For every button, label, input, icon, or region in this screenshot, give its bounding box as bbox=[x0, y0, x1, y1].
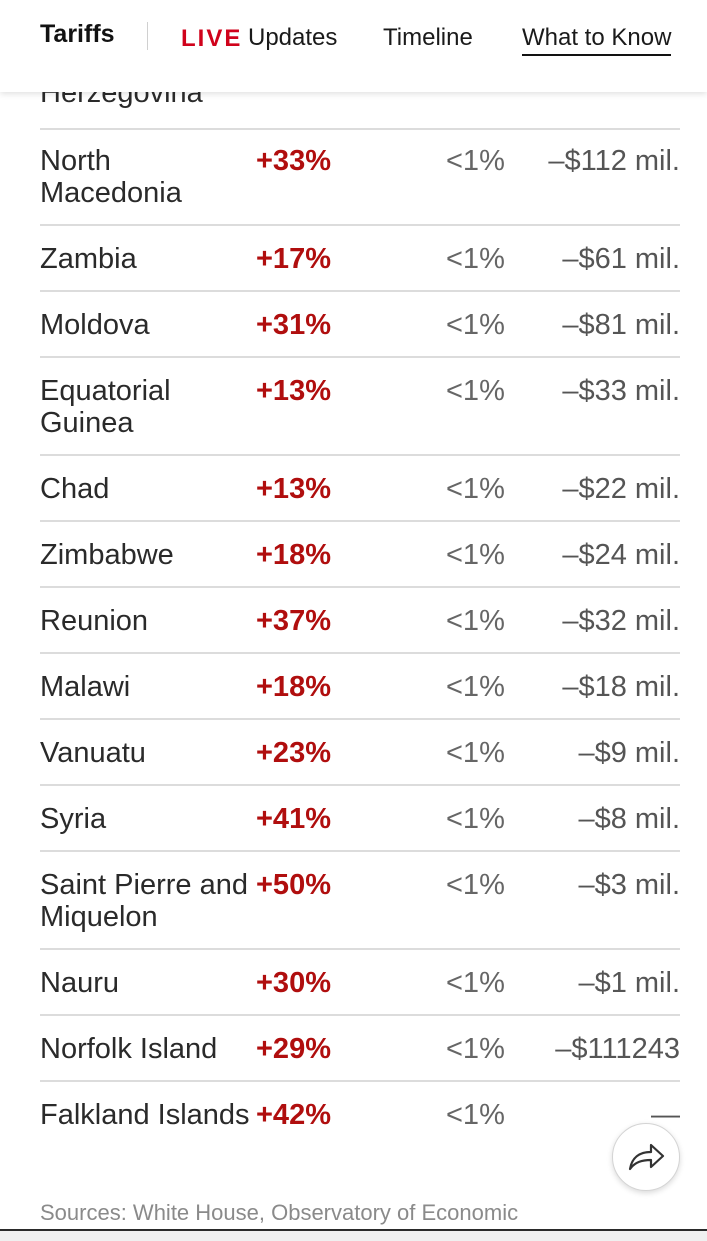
top-nav-bar: Tariffs LIVE Updates Timeline What to Kn… bbox=[0, 0, 707, 92]
trade-impact: –$61 mil. bbox=[562, 243, 680, 275]
tariff-change: +41% bbox=[256, 803, 331, 835]
trade-share: <1% bbox=[446, 243, 505, 275]
country-name: Nauru bbox=[40, 967, 119, 999]
live-label[interactable]: LIVE bbox=[181, 25, 243, 52]
table-row: Nauru +30% <1% –$1 mil. bbox=[40, 950, 680, 1016]
trade-share: <1% bbox=[446, 1033, 505, 1065]
country-name: Reunion bbox=[40, 605, 149, 637]
table-row: Reunion +37% <1% –$32 mil. bbox=[40, 588, 680, 654]
tariff-change: +30% bbox=[256, 967, 331, 999]
trade-impact: –$22 mil. bbox=[562, 473, 680, 505]
table-row: Zimbabwe +18% <1% –$24 mil. bbox=[40, 522, 680, 588]
trade-impact: –$111243 bbox=[555, 1033, 680, 1065]
trade-share: <1% bbox=[446, 145, 505, 177]
tariff-change: +18% bbox=[256, 671, 331, 703]
table-row: Syria +41% <1% –$8 mil. bbox=[40, 786, 680, 852]
trade-impact: –$32 mil. bbox=[562, 605, 680, 637]
nav-link-timeline[interactable]: Timeline bbox=[383, 24, 473, 51]
tariff-change: +18% bbox=[256, 539, 331, 571]
country-name: Vanuatu bbox=[40, 737, 146, 769]
tariff-change: +50% bbox=[256, 869, 331, 901]
nav-brand-tariffs[interactable]: Tariffs bbox=[40, 20, 115, 48]
table-row: Vanuatu +23% <1% –$9 mil. bbox=[40, 720, 680, 786]
tariff-change: +29% bbox=[256, 1033, 331, 1065]
trade-impact: –$33 mil. bbox=[562, 375, 680, 407]
trade-impact: –$18 mil. bbox=[562, 671, 680, 703]
table-row: Equatorial Guinea +13% <1% –$33 mil. bbox=[40, 358, 680, 456]
trade-share: <1% bbox=[446, 967, 505, 999]
table-row: Falkland Islands +42% <1% — bbox=[40, 1082, 680, 1192]
bottom-strip bbox=[0, 1231, 707, 1241]
nav-divider bbox=[147, 22, 148, 50]
trade-share: <1% bbox=[446, 309, 505, 341]
table-row: Norfolk Island +29% <1% –$111243 bbox=[40, 1016, 680, 1082]
country-name: Chad bbox=[40, 473, 110, 505]
country-name: Moldova bbox=[40, 309, 150, 341]
table-row: Malawi +18% <1% –$18 mil. bbox=[40, 654, 680, 720]
trade-share: <1% bbox=[446, 375, 505, 407]
trade-share: <1% bbox=[446, 869, 505, 901]
divider bbox=[0, 1229, 707, 1231]
share-button[interactable] bbox=[612, 1123, 680, 1191]
nav-link-updates[interactable]: Updates bbox=[248, 24, 338, 51]
trade-impact: –$9 mil. bbox=[578, 737, 680, 769]
country-name: Equatorial Guinea bbox=[40, 375, 171, 439]
tariff-change: +33% bbox=[256, 145, 331, 177]
trade-share: <1% bbox=[446, 671, 505, 703]
trade-share: <1% bbox=[446, 1099, 505, 1131]
nav-link-what-to-know[interactable]: What to Know bbox=[522, 24, 672, 56]
country-name: Malawi bbox=[40, 671, 131, 703]
table-row: Saint Pierre and Miquelon +50% <1% –$3 m… bbox=[40, 852, 680, 950]
trade-impact: –$3 mil. bbox=[578, 869, 680, 901]
table-row: Zambia +17% <1% –$61 mil. bbox=[40, 226, 680, 292]
trade-impact: –$24 mil. bbox=[562, 539, 680, 571]
table-row: Moldova +31% <1% –$81 mil. bbox=[40, 292, 680, 358]
country-name: Zimbabwe bbox=[40, 539, 174, 571]
tariff-change: +17% bbox=[256, 243, 331, 275]
trade-share: <1% bbox=[446, 803, 505, 835]
country-name: Syria bbox=[40, 803, 107, 835]
tariff-change: +13% bbox=[256, 473, 331, 505]
trade-share: <1% bbox=[446, 473, 505, 505]
tariff-change: +31% bbox=[256, 309, 331, 341]
trade-share: <1% bbox=[446, 737, 505, 769]
tariff-table: North Macedonia +33% <1% –$112 mil. Zamb… bbox=[40, 128, 680, 1192]
table-row: Chad +13% <1% –$22 mil. bbox=[40, 456, 680, 522]
trade-share: <1% bbox=[446, 539, 505, 571]
tariff-change: +42% bbox=[256, 1099, 331, 1131]
trade-impact: –$81 mil. bbox=[562, 309, 680, 341]
share-arrow-icon bbox=[628, 1143, 665, 1171]
tariff-change: +37% bbox=[256, 605, 331, 637]
country-name: Zambia bbox=[40, 243, 137, 275]
country-name: Falkland Islands bbox=[40, 1099, 250, 1131]
tariff-change: +13% bbox=[256, 375, 331, 407]
tariff-change: +23% bbox=[256, 737, 331, 769]
table-row: North Macedonia +33% <1% –$112 mil. bbox=[40, 128, 680, 226]
trade-impact: –$8 mil. bbox=[578, 803, 680, 835]
country-name: North Macedonia bbox=[40, 145, 182, 209]
trade-impact: –$112 mil. bbox=[548, 145, 680, 177]
trade-impact: –$1 mil. bbox=[578, 967, 680, 999]
source-note: Sources: White House, Observatory of Eco… bbox=[40, 1200, 519, 1225]
country-name: Norfolk Island bbox=[40, 1033, 218, 1065]
trade-share: <1% bbox=[446, 605, 505, 637]
country-name: Saint Pierre and Miquelon bbox=[40, 869, 248, 933]
